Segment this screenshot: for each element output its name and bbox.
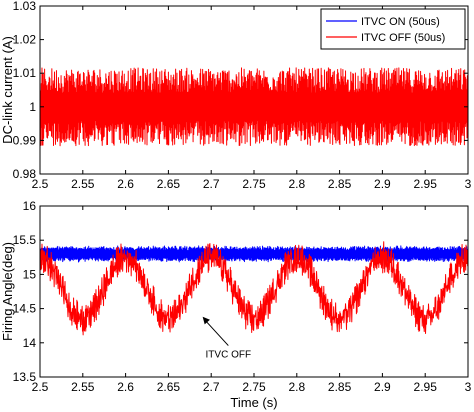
x-tick-label: 2.7 [203, 380, 220, 394]
x-tick-label: 2.95 [414, 380, 438, 394]
x-tick-label: 2.5 [32, 177, 49, 191]
chart1-y-axis-title: DC-link current (A) [0, 36, 15, 144]
x-tick-label: 2.65 [157, 380, 181, 394]
y-tick-label: 1.03 [13, 0, 37, 13]
chart1-series-layer [39, 67, 469, 147]
series-line-itvc-off-50us [39, 67, 469, 147]
x-tick-label: 2.6 [117, 380, 134, 394]
x-tick-label: 2.9 [374, 177, 391, 191]
chart2-ticks: 2.5 2.55 2.6 2.65 2.7 2.75 2.8 2.85 2.9 2.95 3 13.5… [13, 199, 472, 394]
x-tick-label: 2.85 [328, 380, 352, 394]
legend-box [320, 8, 466, 50]
x-tick-label: 3 [465, 380, 472, 394]
x-tick-label: 2.7 [203, 177, 220, 191]
y-tick-label: 1.02 [13, 33, 37, 47]
x-tick-label: 2.6 [117, 177, 134, 191]
x-tick-label: 2.75 [242, 177, 266, 191]
x-tick-label: 2.8 [288, 177, 305, 191]
x-tick-label: 2.85 [328, 177, 352, 191]
y-tick-label: 0.99 [13, 133, 37, 147]
annotation-itvc-off: ITVC OFF [202, 316, 252, 361]
y-tick-label: 0.98 [13, 167, 37, 181]
x-tick-label: 2.5 [32, 380, 49, 394]
y-tick-label: 1 [29, 100, 36, 114]
series-line-itvc-off [39, 241, 469, 336]
x-tick-label: 2.95 [414, 177, 438, 191]
legend-label-itvc-off: ITVC OFF (50us) [361, 32, 445, 44]
annotation-label: ITVC OFF [206, 350, 252, 361]
y-tick-label: 16 [23, 199, 37, 213]
x-tick-label: 2.75 [242, 380, 266, 394]
y-tick-label: 14.5 [13, 302, 37, 316]
x-tick-label: 2.55 [71, 177, 95, 191]
annotation-arrow-line [205, 320, 229, 346]
x-tick-label: 2.9 [374, 380, 391, 394]
chart1-legend: ITVC ON (50us) ITVC OFF (50us) [320, 8, 466, 50]
y-tick-label: 15.5 [13, 233, 37, 247]
chart-dc-link-current: 2.5 2.55 2.6 2.65 2.7 2.75 2.8 2.85 2.9 2.95 3 0.98… [0, 0, 472, 191]
chart2-y-axis-title: Firing Angle(deg) [0, 242, 15, 341]
x-tick-label: 2.55 [71, 380, 95, 394]
series-line-itvc-on [39, 245, 469, 263]
chart-firing-angle: 2.5 2.55 2.6 2.65 2.7 2.75 2.8 2.85 2.9 2.95 3 13.5… [0, 199, 472, 410]
y-tick-label: 13.5 [13, 370, 37, 384]
chart2-series-layer [39, 241, 469, 336]
y-tick-label: 14 [23, 336, 37, 350]
y-tick-label: 1.01 [13, 66, 37, 80]
x-tick-label: 2.65 [157, 177, 181, 191]
chart2-x-axis-title: Time (s) [230, 395, 277, 410]
x-tick-label: 3 [465, 177, 472, 191]
x-tick-label: 2.8 [288, 380, 305, 394]
y-tick-label: 15 [23, 267, 37, 281]
chart2-plot-frame [39, 205, 469, 378]
annotation-arrow-head [202, 316, 210, 325]
legend-label-itvc-on: ITVC ON (50us) [361, 16, 440, 28]
chart1-ticks: 2.5 2.55 2.6 2.65 2.7 2.75 2.8 2.85 2.9 2.95 3 0.98… [13, 0, 472, 191]
